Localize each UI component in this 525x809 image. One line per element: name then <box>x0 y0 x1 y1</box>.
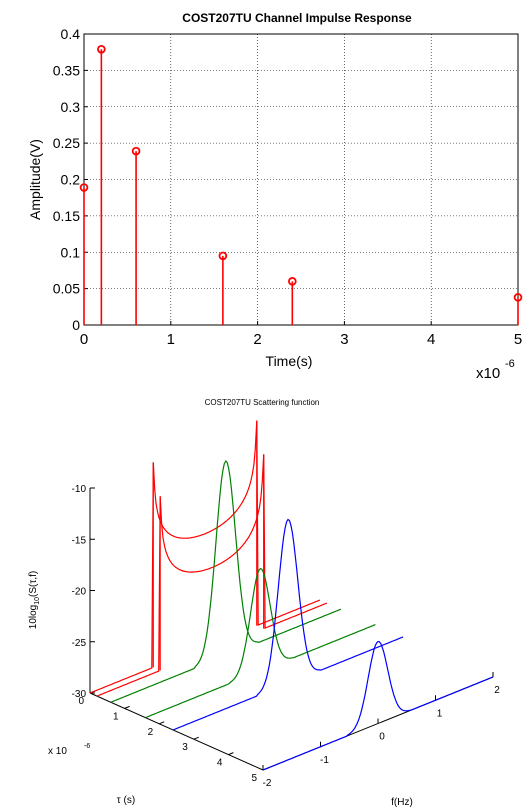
chart-title: COST207TU Scattering function <box>205 398 320 407</box>
x-tick-label: 0 <box>80 331 88 348</box>
stem-marker <box>288 277 297 286</box>
tau-tick-label: 2 <box>148 727 154 738</box>
chart-title: COST207TU Channel Impulse Response <box>182 11 412 25</box>
f-tick-label: -1 <box>320 755 329 766</box>
f-tick-label: -2 <box>263 778 272 789</box>
x-tick-label: 3 <box>340 331 348 348</box>
impulse-response-chart: 0 0.05 0.1 0.15 0.2 0.25 0.3 0.35 0.4 0 1 2 3 4 5 COST2… <box>27 11 523 380</box>
tau-tick-label: 4 <box>217 758 223 769</box>
stem-marker <box>97 44 106 54</box>
y-tick-label: 0.05 <box>53 281 80 297</box>
tau-tick-mark <box>124 705 130 709</box>
f-tick-label: 2 <box>494 685 500 696</box>
z-axis-label: 10log10(S(τ,f) <box>28 571 41 629</box>
series-curve <box>145 567 376 719</box>
stem-marker <box>513 293 523 302</box>
series-curve <box>110 459 342 703</box>
y-tick-label: 0.3 <box>61 99 81 115</box>
y-tick-label: 0.25 <box>53 135 80 151</box>
tau-axis-line <box>89 692 264 771</box>
x-multiplier: x10 <box>476 365 500 380</box>
tau-tick-mark <box>228 752 234 756</box>
tau-tick-label: 3 <box>182 742 188 753</box>
x-multiplier-exponent: -6 <box>505 358 515 370</box>
y-tick-label: 0 <box>72 317 80 333</box>
z-tick-label: -10 <box>72 484 87 495</box>
z-tick-label: -25 <box>72 638 87 649</box>
x-axis-label: Time(s) <box>266 353 313 369</box>
series-curve <box>262 640 494 771</box>
tau-tick-label: 1 <box>113 711 119 722</box>
y-tick-label: 0.15 <box>53 208 80 224</box>
tau-tick-mark <box>193 736 199 740</box>
series-curve <box>172 518 404 731</box>
tau-tick-label: 0 <box>78 696 84 707</box>
tau-tick-mark <box>159 721 165 725</box>
z-tick-label: -15 <box>72 535 87 546</box>
y-axis-label: Amplitude(V) <box>27 139 43 220</box>
y-tick-label: 0.2 <box>61 172 81 188</box>
x-tick-label: 4 <box>427 331 435 348</box>
tau-multiplier-exponent: -6 <box>84 743 90 750</box>
tau-multiplier: x 10 <box>48 746 67 757</box>
f-axis-label: f(Hz) <box>391 797 413 808</box>
y-tick-label: 0.35 <box>53 62 80 78</box>
z-tick-label: -30 <box>72 689 87 700</box>
series-curve <box>89 420 321 694</box>
y-tick-label: 0.4 <box>61 26 81 42</box>
stem-marker <box>218 251 228 261</box>
x-tick-label: 5 <box>514 331 522 348</box>
stem-marker <box>79 183 89 192</box>
stem-marker <box>131 146 141 156</box>
series-curve <box>96 454 328 697</box>
z-tick-label: -20 <box>72 587 87 598</box>
x-tick-label: 2 <box>253 331 261 348</box>
x-tick-label: 1 <box>167 331 175 348</box>
f-tick-label: 0 <box>379 732 385 743</box>
tau-axis-label: τ (s) <box>117 795 135 806</box>
f-tick-label: 1 <box>437 708 443 719</box>
tau-tick-label: 5 <box>251 773 257 784</box>
y-tick-label: 0.1 <box>61 244 81 260</box>
